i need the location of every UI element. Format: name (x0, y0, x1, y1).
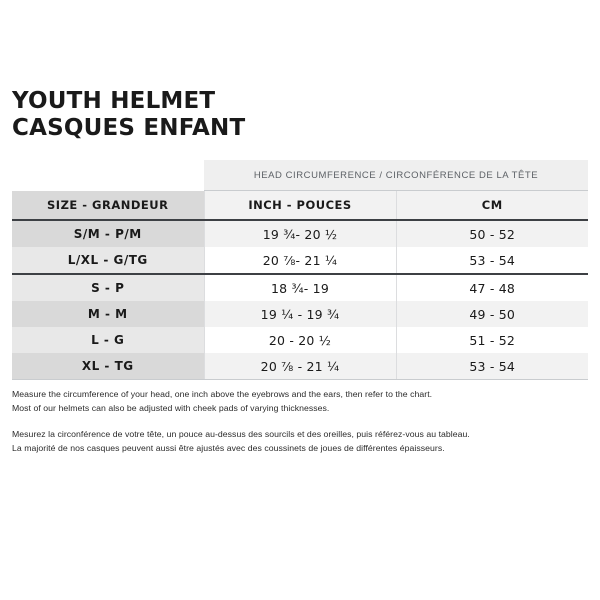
cell-inch: 19 ¾- 20 ½ (203, 220, 396, 247)
instruction-line-en-1: Measure the circumference of your head, … (12, 389, 433, 399)
size-table-container: HEAD CIRCUMFERENCE / CIRCONFÉRENCE DE LA… (12, 160, 588, 380)
cell-size: L/XL - G/TG (12, 247, 204, 275)
page-title-fr: CASQUES ENFANT (12, 115, 246, 141)
cell-size: L - G (12, 327, 204, 353)
column-header-inch: INCH - POUCES (203, 190, 396, 221)
table-row: M - M 19 ¼ - 19 ¾ 49 - 50 (12, 301, 588, 327)
cell-size: S/M - P/M (12, 220, 204, 247)
table-row: XL - TG 20 ⅞ - 21 ¼ 53 - 54 (12, 353, 588, 380)
cell-inch: 20 ⅞- 21 ¼ (203, 247, 396, 275)
instruction-line-fr-2: La majorité de nos casques peuvent aussi… (12, 442, 445, 453)
table-group-header-row: HEAD CIRCUMFERENCE / CIRCONFÉRENCE DE LA… (12, 160, 588, 191)
instructions-french: Mesurez la circonférence de votre tête, … (12, 428, 592, 455)
column-header-cm: CM (395, 190, 588, 221)
cell-cm: 51 - 52 (395, 327, 588, 353)
instruction-line-fr-1: Mesurez la circonférence de votre tête, … (12, 429, 470, 439)
cell-size: S - P (12, 274, 204, 301)
cell-cm: 53 - 54 (395, 353, 588, 380)
table-row: S - P 18 ¾- 19 47 - 48 (12, 274, 588, 301)
cell-inch: 18 ¾- 19 (203, 274, 396, 301)
column-header-size: SIZE - GRANDEUR (12, 190, 204, 221)
cell-cm: 50 - 52 (395, 220, 588, 247)
table-row: L/XL - G/TG 20 ⅞- 21 ¼ 53 - 54 (12, 247, 588, 275)
cell-size: M - M (12, 301, 204, 327)
cell-cm: 49 - 50 (395, 301, 588, 327)
cell-cm: 47 - 48 (395, 274, 588, 301)
cell-cm: 53 - 54 (395, 247, 588, 275)
group-header-head-circumference: HEAD CIRCUMFERENCE / CIRCONFÉRENCE DE LA… (204, 160, 588, 191)
table-column-header-row: SIZE - GRANDEUR INCH - POUCES CM (12, 190, 588, 221)
cell-inch: 19 ¼ - 19 ¾ (203, 301, 396, 327)
instruction-line-en-2: Most of our helmets can also be adjusted… (12, 402, 330, 413)
cell-inch: 20 - 20 ½ (203, 327, 396, 353)
size-table: HEAD CIRCUMFERENCE / CIRCONFÉRENCE DE LA… (12, 160, 588, 380)
table-row: L - G 20 - 20 ½ 51 - 52 (12, 327, 588, 353)
page-title-en: YOUTH HELMET (12, 88, 216, 114)
instructions-english: Measure the circumference of your head, … (12, 388, 592, 415)
cell-inch: 20 ⅞ - 21 ¼ (203, 353, 396, 380)
group-header-spacer (12, 160, 204, 191)
table-row: S/M - P/M 19 ¾- 20 ½ 50 - 52 (12, 220, 588, 247)
cell-size: XL - TG (12, 353, 204, 380)
page-title-block: YOUTH HELMET CASQUES ENFANT (12, 88, 245, 142)
